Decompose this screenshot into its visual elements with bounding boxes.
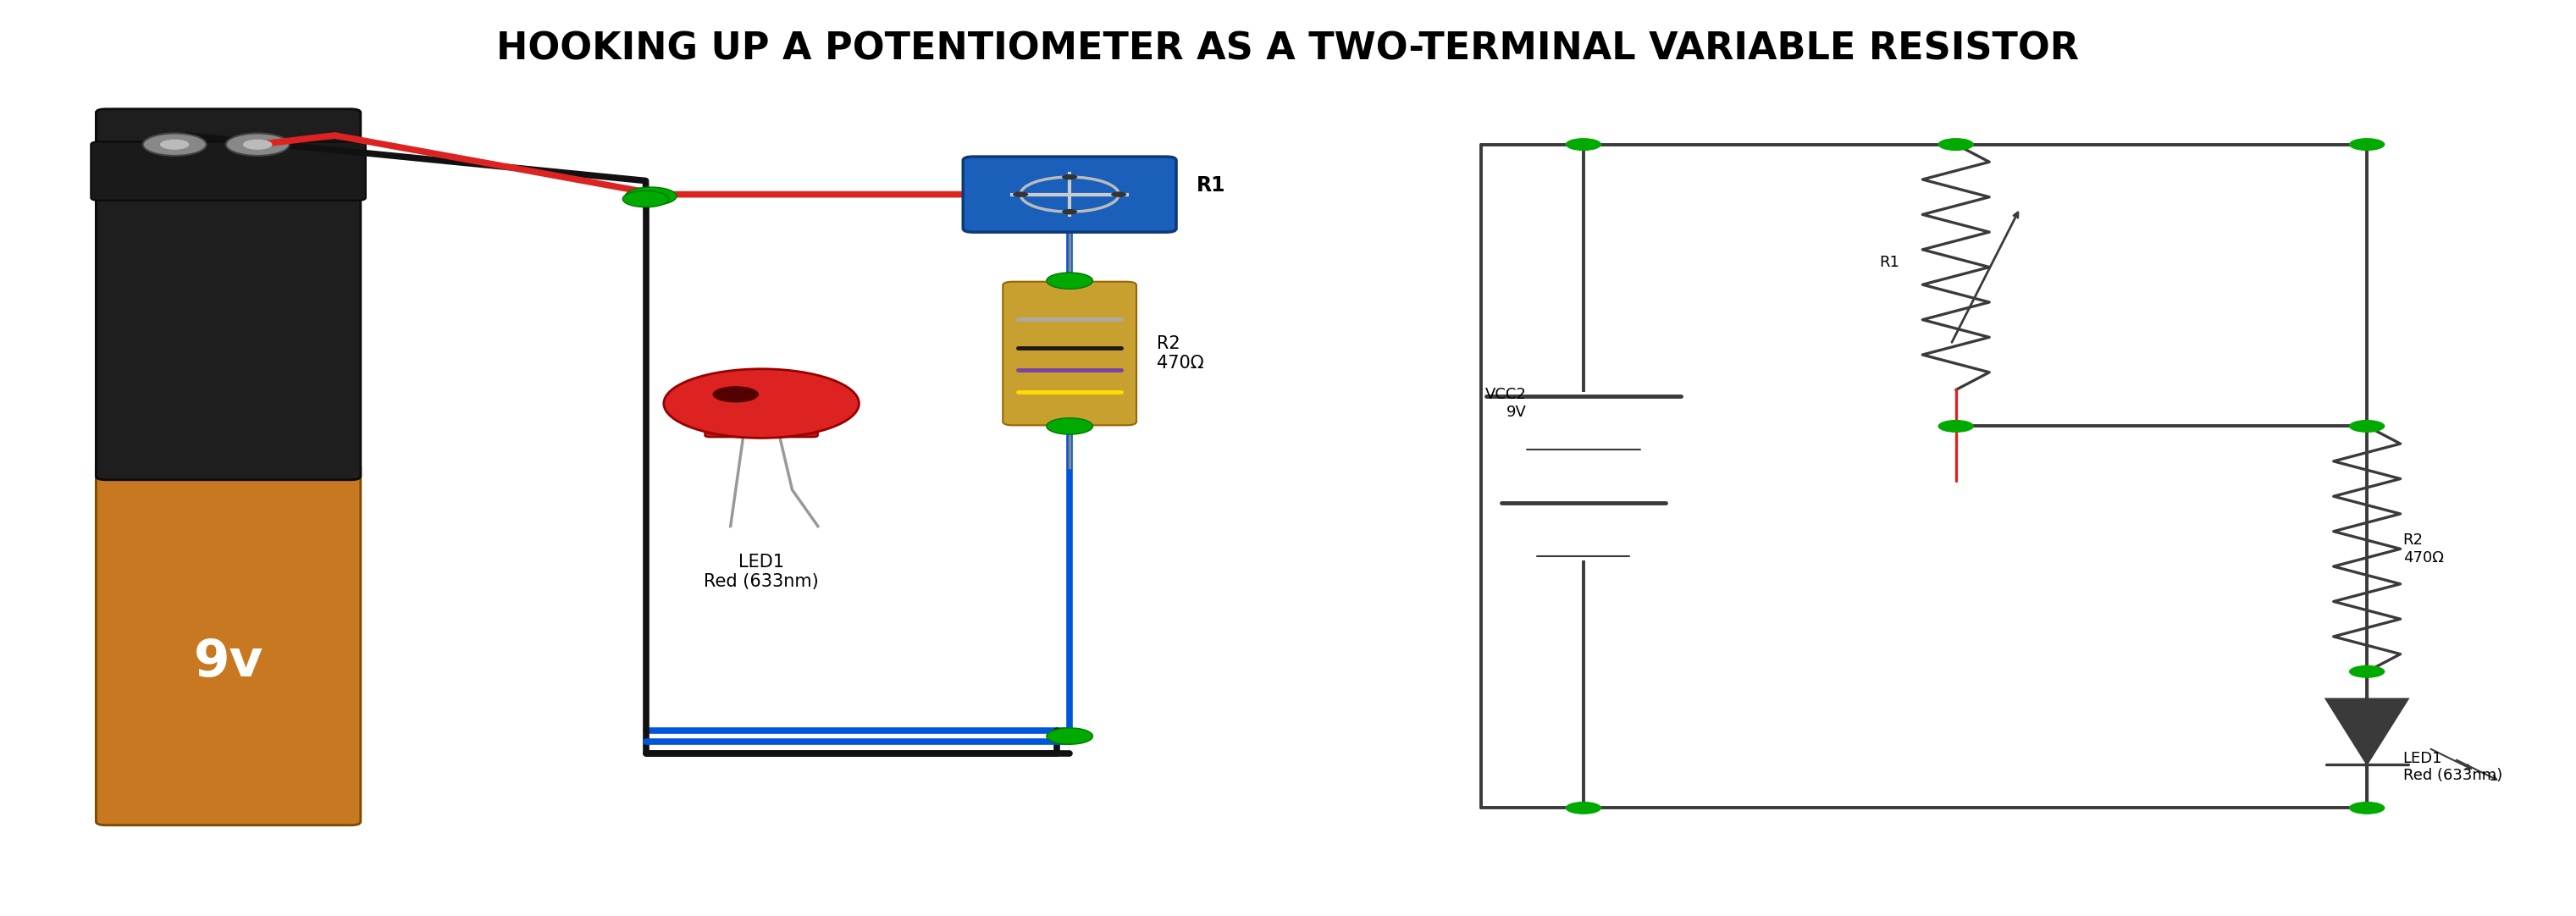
Circle shape bbox=[1110, 191, 1126, 197]
FancyBboxPatch shape bbox=[706, 399, 819, 437]
Circle shape bbox=[2349, 802, 2385, 814]
FancyBboxPatch shape bbox=[963, 157, 1177, 232]
Circle shape bbox=[626, 187, 677, 205]
Circle shape bbox=[2349, 665, 2385, 678]
Circle shape bbox=[1046, 418, 1092, 434]
Text: HOOKING UP A POTENTIOMETER AS A TWO-TERMINAL VARIABLE RESISTOR: HOOKING UP A POTENTIOMETER AS A TWO-TERM… bbox=[497, 31, 2079, 67]
FancyBboxPatch shape bbox=[95, 109, 361, 480]
Circle shape bbox=[2349, 420, 2385, 432]
Circle shape bbox=[1061, 209, 1077, 214]
Circle shape bbox=[160, 139, 188, 149]
Text: R2
470Ω: R2 470Ω bbox=[2403, 532, 2445, 565]
Circle shape bbox=[623, 191, 670, 207]
Circle shape bbox=[1061, 174, 1077, 180]
Circle shape bbox=[1046, 273, 1092, 289]
FancyBboxPatch shape bbox=[90, 142, 366, 201]
Circle shape bbox=[1012, 191, 1028, 197]
Circle shape bbox=[1937, 138, 1973, 151]
Circle shape bbox=[1566, 802, 1602, 814]
Circle shape bbox=[242, 139, 273, 149]
Circle shape bbox=[227, 134, 289, 156]
Polygon shape bbox=[2326, 699, 2409, 764]
Circle shape bbox=[2349, 138, 2385, 151]
Text: R1: R1 bbox=[1878, 255, 1899, 270]
Circle shape bbox=[1566, 138, 1602, 151]
Circle shape bbox=[1937, 420, 1973, 432]
FancyBboxPatch shape bbox=[1002, 281, 1136, 425]
Text: LED1
Red (633nm): LED1 Red (633nm) bbox=[2403, 750, 2501, 783]
FancyBboxPatch shape bbox=[95, 463, 361, 825]
Text: VCC2
9V: VCC2 9V bbox=[1486, 387, 1528, 420]
Text: R2
470Ω: R2 470Ω bbox=[1157, 335, 1203, 372]
Text: 9v: 9v bbox=[193, 638, 263, 687]
Circle shape bbox=[714, 387, 760, 402]
Text: R1: R1 bbox=[1198, 175, 1226, 195]
Circle shape bbox=[142, 134, 206, 156]
Text: LED1
Red (633nm): LED1 Red (633nm) bbox=[703, 553, 819, 590]
Circle shape bbox=[1046, 728, 1092, 745]
Circle shape bbox=[665, 369, 858, 438]
